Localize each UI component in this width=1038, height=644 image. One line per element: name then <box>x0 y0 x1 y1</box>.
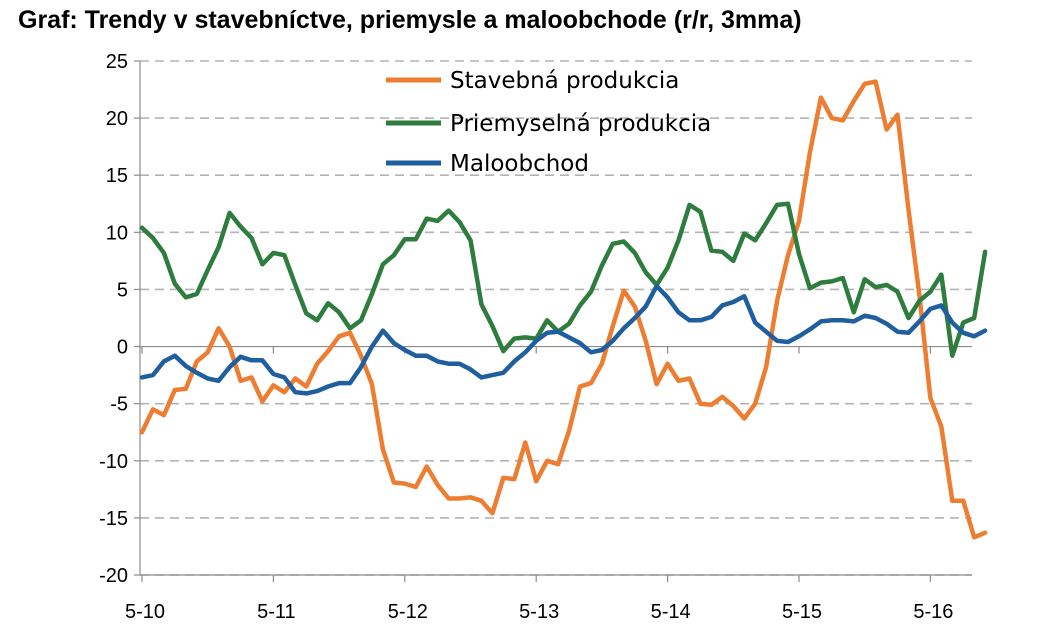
x-tick-label: 5-13 <box>519 601 559 623</box>
legend-label-3: Maloobchod <box>450 151 589 177</box>
legend: Stavebná produkcia Priemyselná produkcia M… <box>386 68 711 177</box>
y-tick-label: 0 <box>117 337 128 359</box>
x-tick-label: 5-15 <box>782 601 822 623</box>
y-tick-label: 25 <box>106 51 128 73</box>
x-tick-label: 5-14 <box>651 601 691 623</box>
x-tick-label: 5-11 <box>257 601 296 623</box>
axes <box>139 61 972 576</box>
y-tick-label: -5 <box>110 394 128 416</box>
series-line-2 <box>139 201 988 358</box>
series-lines <box>139 79 988 540</box>
series-line-3 <box>139 283 988 396</box>
y-tick-label: -20 <box>99 565 128 587</box>
legend-label-2: Priemyselná produkcia <box>450 111 711 137</box>
y-tick-label: -10 <box>99 451 128 473</box>
y-tick-label: 5 <box>117 279 128 301</box>
chart-title: Graf: Trendy v stavebníctve, priemysle a… <box>18 6 802 34</box>
x-tick-label: 5-12 <box>388 601 428 623</box>
x-tick-label: 5-10 <box>125 601 165 623</box>
y-tick-label: 20 <box>106 108 128 130</box>
y-tick-label: -15 <box>99 508 128 530</box>
legend-label-1: Stavebná produkcia <box>450 68 679 94</box>
x-axis-ticks: 5-10 5-11 5-12 5-13 5-14 5-15 5-16 <box>125 346 953 623</box>
y-axis-ticks: 25 20 15 10 5 0 -5 -10 -15 -20 <box>99 51 140 587</box>
series-line-1 <box>139 79 988 540</box>
gridlines <box>140 60 972 576</box>
x-tick-label: 5-16 <box>913 601 953 623</box>
y-tick-label: 10 <box>106 222 128 244</box>
y-tick-label: 15 <box>106 165 128 187</box>
